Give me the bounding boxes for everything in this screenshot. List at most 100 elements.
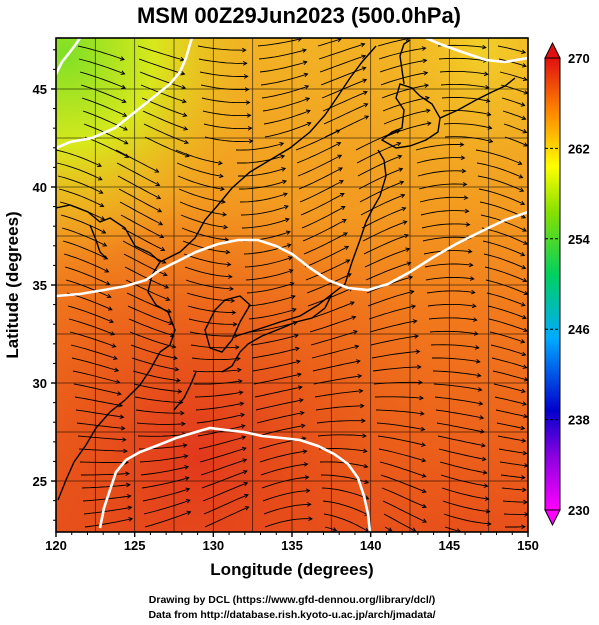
streamline-arrowhead <box>241 435 247 440</box>
streamline-arrowhead <box>477 387 483 392</box>
streamline-arrowhead <box>304 84 310 90</box>
streamline <box>257 424 305 437</box>
streamline-arrowhead <box>305 97 311 102</box>
streamline <box>139 71 186 89</box>
streamline-arrowhead <box>101 229 107 234</box>
streamline <box>237 155 285 164</box>
streamline <box>426 290 475 294</box>
streamline-arrowhead <box>298 398 304 403</box>
streamline-arrowhead <box>405 247 411 253</box>
isotherm-contours <box>56 38 528 532</box>
streamline-arrowhead <box>396 141 402 147</box>
streamline <box>73 383 122 395</box>
streamline-arrowhead <box>115 379 121 384</box>
streamline <box>476 162 523 179</box>
streamline <box>137 45 185 61</box>
streamline <box>415 144 464 151</box>
streamline <box>251 347 300 359</box>
streamline-arrowhead <box>111 343 117 348</box>
streamline <box>133 383 182 393</box>
streamline-arrowhead <box>238 390 244 395</box>
streamline <box>372 366 421 372</box>
plot-area <box>56 38 528 532</box>
streamline-arrowhead <box>459 142 465 147</box>
streamline <box>77 435 126 441</box>
streamline <box>384 526 393 532</box>
streamline-arrowhead <box>421 503 427 509</box>
streamline <box>384 122 431 138</box>
streamline <box>484 266 527 282</box>
streamline <box>122 240 166 264</box>
streamline <box>321 79 367 99</box>
streamline-arrowhead <box>282 179 287 185</box>
streamline <box>374 396 424 399</box>
x-tick-label: 145 <box>438 538 460 553</box>
streamline-arrowhead <box>404 233 409 239</box>
streamline <box>202 110 251 117</box>
streamline-arrowhead <box>225 249 231 255</box>
streamline-arrowhead <box>484 84 490 90</box>
y-tick-label: 40 <box>33 180 47 195</box>
streamline-arrowhead <box>398 167 404 172</box>
streamline-arrowhead <box>157 208 163 213</box>
streamline-arrowhead <box>478 401 484 406</box>
y-tick-label: 45 <box>33 82 47 97</box>
streamline <box>298 167 343 190</box>
streamline <box>318 43 365 60</box>
streamline <box>58 188 104 207</box>
streamline <box>305 259 350 281</box>
streamline-arrowhead <box>305 109 311 114</box>
streamline-arrowhead <box>487 125 493 130</box>
streamline-arrowhead <box>288 269 294 274</box>
streamline <box>129 331 176 348</box>
streamline <box>492 370 528 381</box>
streamline <box>383 513 416 532</box>
streamline <box>434 396 483 405</box>
streamline-arrowhead <box>226 262 232 267</box>
streamline <box>367 290 414 307</box>
streamline-arrowhead <box>185 487 191 493</box>
streamline-arrowhead <box>304 475 310 480</box>
streamline <box>81 97 127 117</box>
streamline <box>142 488 190 502</box>
streamline <box>378 448 426 462</box>
streamline <box>176 162 223 177</box>
streamline <box>475 149 522 165</box>
streamline <box>370 335 419 346</box>
streamline <box>322 500 369 516</box>
streamline-arrowhead <box>482 470 488 475</box>
streamline-arrowhead <box>121 84 127 89</box>
streamline <box>79 461 129 463</box>
streamline <box>253 373 302 385</box>
streamline <box>443 513 491 525</box>
streamline <box>383 109 430 125</box>
streamline <box>140 466 189 476</box>
streamline <box>319 55 366 73</box>
streamline <box>255 399 303 411</box>
streamline <box>120 214 164 238</box>
streamline <box>143 123 189 144</box>
streamline-arrowhead <box>414 334 420 339</box>
streamline-arrowhead <box>247 126 253 131</box>
streamline-arrowhead <box>164 284 170 289</box>
streamline <box>485 279 528 295</box>
streamline-arrowhead <box>422 58 428 64</box>
streamline <box>379 59 427 73</box>
streamline-arrowhead <box>354 344 360 350</box>
streamline-arrowhead <box>284 217 290 223</box>
streamline-arrowhead <box>182 443 188 448</box>
streamline-arrowhead <box>351 315 357 321</box>
streamline <box>76 422 125 429</box>
streamline <box>78 58 125 75</box>
streamline-arrowhead <box>183 454 189 459</box>
streamline-arrowhead <box>426 121 432 126</box>
streamline-arrowhead <box>244 506 250 511</box>
streamline <box>84 518 133 528</box>
streamline <box>320 474 369 484</box>
streamline <box>191 357 240 361</box>
streamline-arrowhead <box>521 214 527 219</box>
streamline-arrowhead <box>362 433 367 439</box>
streamline-arrowhead <box>124 153 130 158</box>
streamline <box>377 38 410 47</box>
streamline <box>439 70 488 75</box>
